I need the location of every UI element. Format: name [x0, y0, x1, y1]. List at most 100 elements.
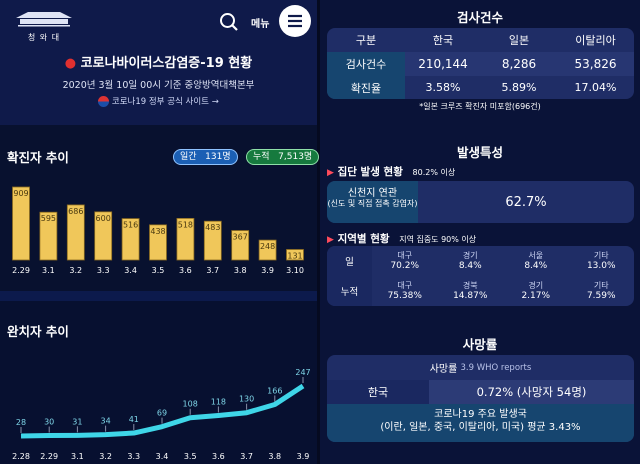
- row-label: 검사건수: [327, 52, 405, 76]
- x-tick-label: 3.9: [261, 266, 274, 275]
- region-name: 경기: [462, 251, 478, 260]
- table-row: 일 대구 70.2% 경기 8.4% 서울 8.4% 기타 13.0%: [327, 246, 634, 276]
- x-tick-label: 2.28: [12, 452, 30, 461]
- triangle-icon: ▶: [327, 235, 334, 245]
- th: 구분: [355, 34, 377, 47]
- th: 한국: [432, 34, 454, 47]
- siren-icon: ●: [64, 56, 77, 71]
- region-name: 대구: [397, 281, 413, 290]
- row-label: 일: [345, 257, 354, 268]
- bar-value-label: 438: [150, 227, 165, 236]
- row-label: 누적: [340, 287, 359, 298]
- region-label: 지역별 현황: [337, 233, 390, 245]
- bar: [12, 186, 30, 261]
- x-tick-label: 3.4: [124, 266, 137, 275]
- death-value: 0.72% (사망자 54명): [429, 380, 634, 404]
- x-tick-label: 3.10: [286, 266, 304, 275]
- menu-button[interactable]: [279, 5, 311, 37]
- region-value: 7.59%: [586, 291, 616, 301]
- taegeuk-icon: [98, 96, 110, 107]
- region-cell: 경기 8.4%: [438, 246, 504, 276]
- bar-value-label: 248: [260, 242, 275, 251]
- total-label: 누적: [253, 152, 270, 162]
- x-tick-label: 3.2: [69, 266, 82, 275]
- daily-badge: 일간 131명: [173, 149, 238, 165]
- point-value-label: 31: [72, 417, 82, 426]
- bar: [286, 249, 304, 261]
- cluster-note: 80.2% 이상: [412, 168, 456, 177]
- point-value-label: 30: [44, 418, 54, 427]
- cell: 3.58%: [425, 81, 461, 94]
- logo[interactable]: 청 와 대: [14, 6, 74, 42]
- cluster-sub: (신도 및 직접 접촉 감염자): [327, 199, 418, 208]
- death-foot-line1: 코로나19 주요 발생국: [434, 409, 527, 420]
- row-label: 확진율: [327, 76, 405, 99]
- cluster-box: 신천지 연관 (신도 및 직접 접촉 감염자) 62.7%: [327, 181, 634, 223]
- cluster-label: 집단 발생 현황: [337, 166, 403, 178]
- x-tick-label: 3.5: [184, 452, 197, 461]
- bar: [258, 239, 277, 261]
- cell: 8,286: [501, 57, 537, 71]
- bar: [39, 211, 58, 261]
- line-series: [20, 383, 305, 439]
- x-tick-label: 3.6: [179, 266, 192, 275]
- x-tick-label: 2.29: [12, 266, 30, 275]
- link-text: 코로나19 정부 공식 사이트 →: [111, 97, 219, 107]
- point-value-label: 34: [101, 417, 111, 426]
- bar-value-label: 516: [123, 221, 138, 230]
- bar-value-label: 600: [96, 214, 111, 223]
- bar-value-label: 367: [233, 233, 248, 242]
- region-value: 8.4%: [524, 261, 548, 271]
- cell: 210,144: [418, 57, 468, 71]
- table-row: 한국 0.72% (사망자 54명): [327, 380, 634, 404]
- region-name: 경북: [462, 281, 478, 290]
- death-title: 사망률: [462, 337, 498, 352]
- divider: [317, 0, 320, 464]
- table-row: 누적 대구 75.38% 경북 14.87% 경기 2.17% 기타 7.59%: [327, 276, 634, 306]
- gov-site-link[interactable]: 코로나19 정부 공식 사이트 →: [0, 95, 317, 107]
- bar-value-label: 483: [205, 223, 220, 232]
- x-tick-label: 3.7: [206, 266, 219, 275]
- logo-text: 청 와 대: [27, 33, 61, 42]
- point-value-label: 118: [211, 397, 226, 406]
- page-title: ● 코로나바이러스감염증-19 현황: [0, 52, 317, 71]
- point-value-label: 108: [183, 400, 198, 409]
- bar-value-label: 909: [13, 189, 28, 198]
- region-cell: 대구 70.2%: [372, 246, 438, 276]
- region-name: 대구: [397, 251, 413, 260]
- cluster-name-cell: 신천지 연관 (신도 및 직접 접촉 감염자): [327, 181, 418, 223]
- x-tick-label: 3.6: [212, 452, 225, 461]
- traits-title: 발생특성: [456, 145, 503, 160]
- region-cell: 경기 2.17%: [503, 276, 569, 306]
- cell: 53,826: [574, 57, 617, 71]
- region-cell: 기타 13.0%: [569, 246, 635, 276]
- x-tick-label: 3.1: [71, 452, 84, 461]
- search-icon[interactable]: [219, 12, 239, 32]
- menu-label[interactable]: 메뉴: [251, 19, 270, 30]
- point-value-label: 69: [157, 409, 167, 418]
- total-value: 7,513명: [278, 152, 313, 162]
- region-cell: 대구 75.38%: [372, 276, 438, 306]
- section-separator: [0, 291, 317, 301]
- region-value: 75.38%: [387, 291, 422, 301]
- region-cell: 서울 8.4%: [503, 246, 569, 276]
- cluster-name: 신천지 연관: [347, 188, 398, 199]
- death-table: 사망률 3.9 WHO reports 한국 0.72% (사망자 54명) 코…: [327, 355, 634, 442]
- region-cell: 기타 7.59%: [569, 276, 635, 306]
- point-value-label: 166: [267, 386, 282, 395]
- region-value: 14.87%: [453, 291, 488, 301]
- region-value: 13.0%: [586, 261, 616, 271]
- death-head-note: 3.9 WHO reports: [460, 362, 532, 373]
- tests-title: 검사건수: [456, 10, 503, 25]
- triangle-icon: ▶: [327, 168, 334, 178]
- hamburger-icon: [288, 14, 302, 28]
- bar-value-label: 686: [68, 207, 83, 216]
- x-tick-label: 3.4: [156, 452, 169, 461]
- region-value: 70.2%: [390, 261, 420, 271]
- region-value: 2.17%: [521, 291, 551, 301]
- bar: [231, 230, 250, 261]
- x-tick-label: 3.9: [297, 452, 310, 461]
- point-value-label: 28: [16, 418, 26, 427]
- death-country: 한국: [327, 380, 429, 404]
- daily-label: 일간: [180, 152, 197, 162]
